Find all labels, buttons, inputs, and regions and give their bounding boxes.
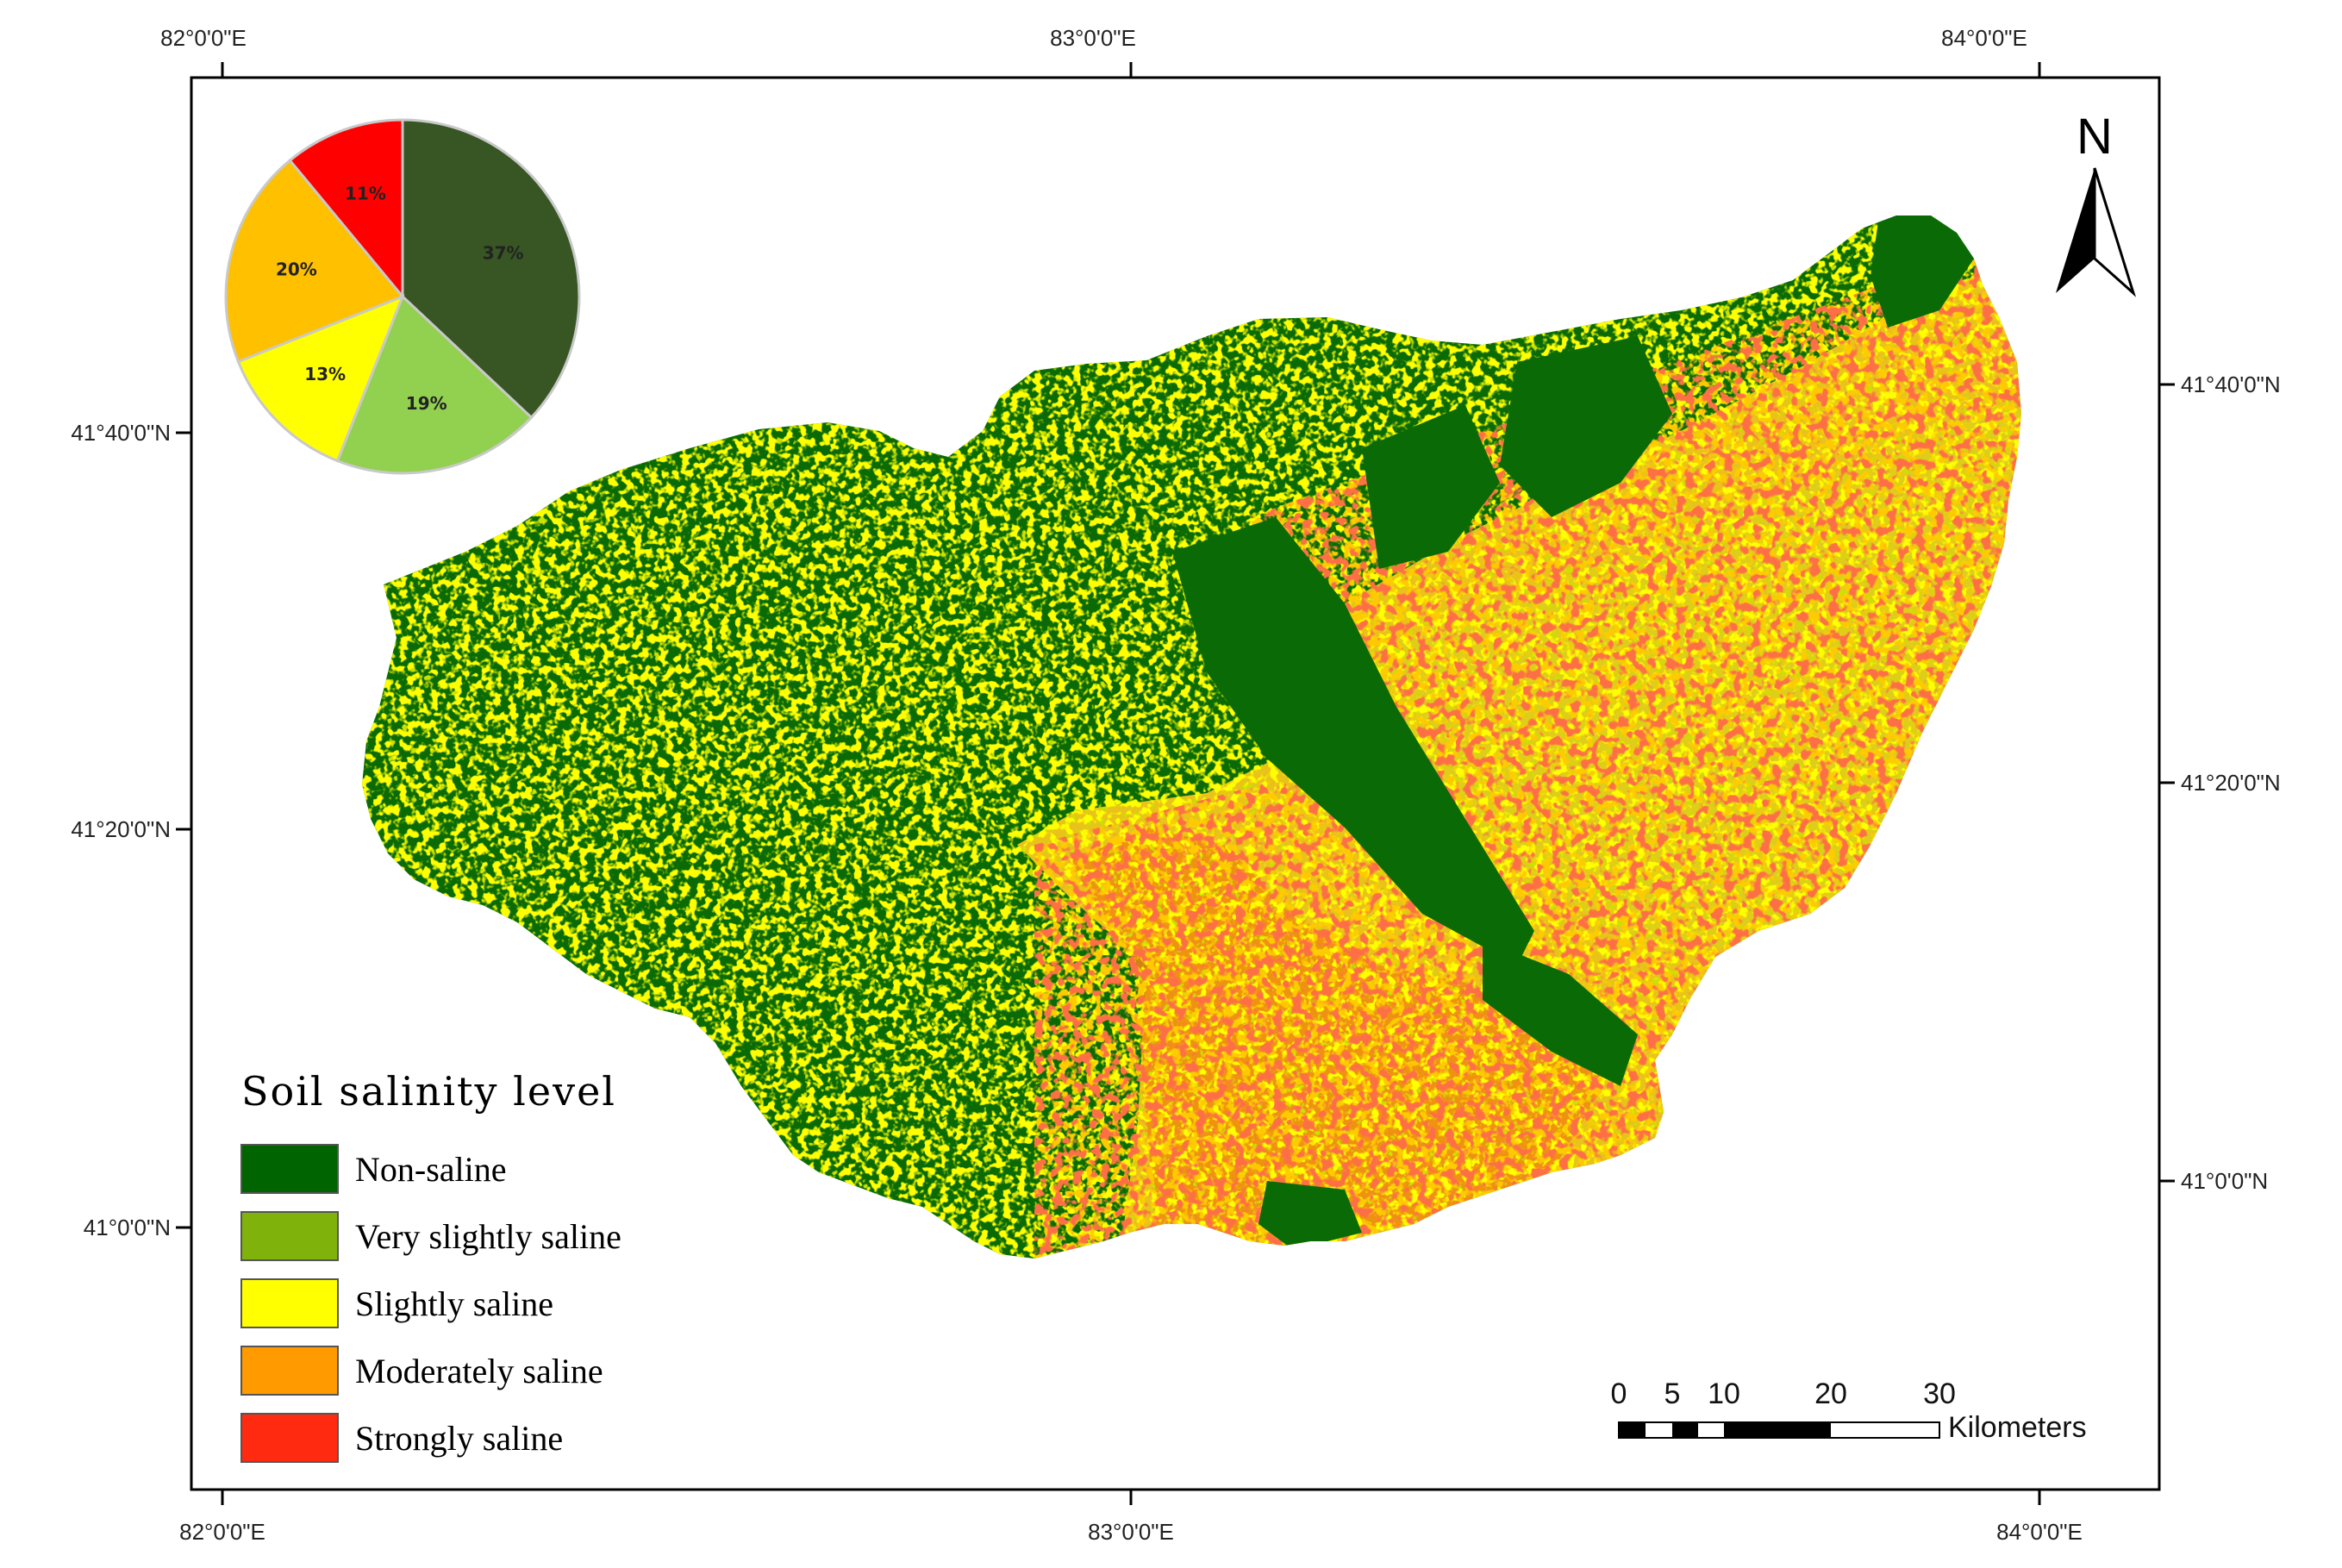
graticule-labels: 82°0'0"E 83°0'0"E 84°0'0"E 82°0'0"E 83°0…: [71, 25, 2280, 1545]
left-lat-label-4120: 41°20'0"N: [71, 816, 171, 842]
scale-tick-10: 10: [1708, 1377, 1740, 1410]
pie-label-0: 37%: [483, 243, 524, 264]
bottom-lon-label-84: 84°0'0"E: [1996, 1519, 2083, 1545]
pie-slice-2: [236, 294, 405, 463]
legend-swatch-2: [240, 1278, 339, 1328]
scale-tick-30: 30: [1923, 1377, 1956, 1410]
salinity-pie-chart: 37% 19% 13% 20% 11%: [224, 118, 581, 475]
graticule-ticks: [176, 62, 2175, 1505]
north-letter: N: [2077, 109, 2113, 165]
pie-label-4: 11%: [345, 183, 386, 203]
legend-label-3: Moderately saline: [355, 1352, 603, 1390]
bottom-lon-label-82: 82°0'0"E: [179, 1519, 265, 1545]
pie-label-2: 13%: [304, 364, 346, 384]
legend-swatch-1: [240, 1211, 339, 1261]
pie-slice-0: [401, 118, 581, 420]
legend-title: Soil salinity level: [241, 1068, 616, 1115]
pie-label-3: 20%: [276, 259, 317, 279]
right-lat-label-4120: 41°20'0"N: [2181, 770, 2281, 796]
north-arrow-left-half: [2056, 168, 2095, 293]
top-lon-label-83: 83°0'0"E: [1050, 25, 1136, 51]
scale-unit: Kilometers: [1948, 1411, 2087, 1444]
scale-tick-0: 0: [1611, 1377, 1627, 1410]
pie-slice-4: [288, 118, 404, 301]
legend-label-0: Non-saline: [355, 1150, 507, 1189]
legend-swatch-4: [240, 1413, 339, 1463]
scale-tick-5: 5: [1664, 1377, 1681, 1410]
legend-label-2: Slightly saline: [355, 1284, 553, 1323]
north-arrow-right-half: [2093, 167, 2137, 297]
scale-bar: 0 5 10 20 30 Kilometers: [1611, 1377, 2087, 1444]
left-lat-label-4140: 41°40'0"N: [71, 420, 171, 446]
pie-label-1: 19%: [406, 393, 447, 414]
pie-slice-3: [224, 158, 405, 364]
right-lat-label-4100: 41°0'0"N: [2181, 1168, 2268, 1194]
right-lat-label-4140: 41°40'0"N: [2181, 372, 2281, 397]
legend-label-4: Strongly saline: [355, 1419, 563, 1458]
bottom-lon-label-83: 83°0'0"E: [1088, 1519, 1174, 1545]
legend-swatch-0: [240, 1144, 339, 1194]
legend: Soil salinity level Non-saline Very sligh…: [240, 1068, 621, 1463]
legend-label-1: Very slightly saline: [355, 1217, 621, 1256]
north-arrow: N: [2056, 109, 2137, 297]
legend-swatch-3: [240, 1346, 339, 1396]
top-lon-label-84: 84°0'0"E: [1941, 25, 2027, 51]
scale-tick-20: 20: [1814, 1377, 1847, 1410]
top-lon-label-82: 82°0'0"E: [160, 25, 247, 51]
left-lat-label-4100: 41°0'0"N: [84, 1215, 171, 1240]
